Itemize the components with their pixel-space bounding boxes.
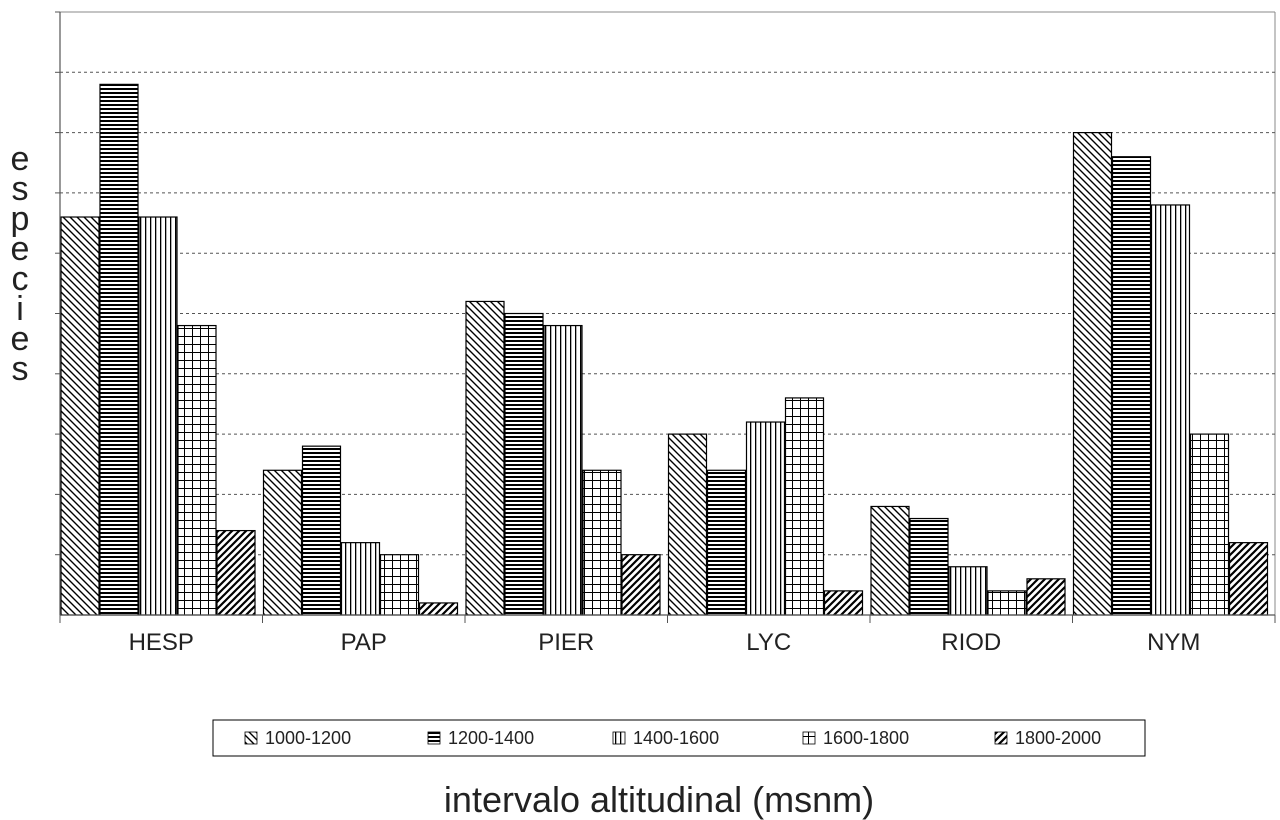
x-tick-label: LYC bbox=[746, 629, 791, 656]
x-tick-label: HESP bbox=[129, 629, 194, 656]
bar-hesp-1800-2000 bbox=[216, 529, 256, 616]
gridlines bbox=[60, 71, 1275, 556]
x-ticks bbox=[59, 615, 1276, 623]
bar-riod-1800-2000 bbox=[1026, 578, 1066, 616]
bar-pier-1000-1200 bbox=[465, 300, 505, 616]
bar-lyc-1600-1800 bbox=[784, 397, 825, 616]
bar-pier-1400-1600 bbox=[543, 324, 583, 616]
legend-label: 1000-1200 bbox=[265, 728, 351, 748]
bar-pier-1600-1800 bbox=[582, 469, 622, 616]
legend-label: 1800-2000 bbox=[1015, 728, 1101, 748]
x-tick-labels: HESP PAP PIER LYC RIOD NYM bbox=[129, 629, 1201, 656]
bar-pap-1000-1200 bbox=[262, 469, 303, 616]
bar-pap-1800-2000 bbox=[418, 602, 459, 616]
bar-pier-1800-2000 bbox=[621, 554, 661, 616]
bar-nym-1600-1800 bbox=[1189, 433, 1230, 616]
legend-label: 1200-1400 bbox=[448, 728, 534, 748]
bar-riod-1600-1800 bbox=[987, 590, 1027, 616]
bar-hesp-1000-1200 bbox=[60, 216, 100, 616]
bar-pap-1400-1600 bbox=[340, 542, 381, 616]
x-tick-label: PIER bbox=[538, 629, 594, 656]
legend-box bbox=[212, 719, 1146, 757]
y-axis-label-letter: e bbox=[11, 140, 30, 178]
bar-riod-1200-1400 bbox=[909, 517, 949, 616]
bar-nym-1800-2000 bbox=[1228, 542, 1269, 616]
x-tick-label: RIOD bbox=[941, 629, 1001, 656]
legend-swatch bbox=[427, 731, 441, 745]
legend: 1000-1200 1200-1400 1400-1600 1600-1800 1800… bbox=[212, 719, 1146, 757]
bar-riod-1400-1600 bbox=[948, 566, 988, 616]
y-axis-label-letter: s bbox=[12, 350, 29, 388]
bar-hesp-1200-1400 bbox=[99, 83, 139, 616]
bar-riod-1000-1200 bbox=[870, 505, 910, 616]
legend-swatch bbox=[244, 731, 258, 745]
y-axis-label-letter: c bbox=[12, 260, 29, 298]
bar-pier-1200-1400 bbox=[504, 312, 544, 616]
y-ticks bbox=[55, 11, 60, 556]
bars bbox=[60, 83, 1269, 616]
bar-lyc-1400-1600 bbox=[745, 421, 786, 616]
bar-lyc-1000-1200 bbox=[667, 433, 708, 616]
legend-label: 1400-1600 bbox=[633, 728, 719, 748]
y-axis-label-letter: e bbox=[11, 320, 30, 358]
bar-hesp-1600-1800 bbox=[177, 324, 217, 616]
bar-nym-1000-1200 bbox=[1072, 132, 1113, 616]
y-axis-label-letter: s bbox=[12, 170, 29, 208]
y-axis-label-letter: e bbox=[11, 230, 30, 268]
bar-pap-1600-1800 bbox=[379, 554, 420, 616]
x-tick-label: NYM bbox=[1147, 629, 1200, 656]
legend-label: 1600-1800 bbox=[823, 728, 909, 748]
x-axis-label: intervalo altitudinal (msnm) bbox=[444, 779, 874, 820]
bar-nym-1200-1400 bbox=[1111, 156, 1152, 616]
bar-pap-1200-1400 bbox=[301, 445, 342, 616]
x-tick-label: PAP bbox=[341, 629, 387, 656]
bar-nym-1400-1600 bbox=[1150, 204, 1191, 616]
legend-swatch bbox=[612, 731, 626, 745]
bar-hesp-1400-1600 bbox=[138, 216, 178, 616]
y-axis-label-letter: p bbox=[11, 200, 30, 238]
y-axis-label-letter: i bbox=[16, 290, 24, 328]
bar-lyc-1800-2000 bbox=[823, 590, 864, 616]
bar-lyc-1200-1400 bbox=[706, 469, 747, 616]
legend-swatch bbox=[994, 731, 1008, 745]
legend-swatch bbox=[802, 731, 816, 745]
